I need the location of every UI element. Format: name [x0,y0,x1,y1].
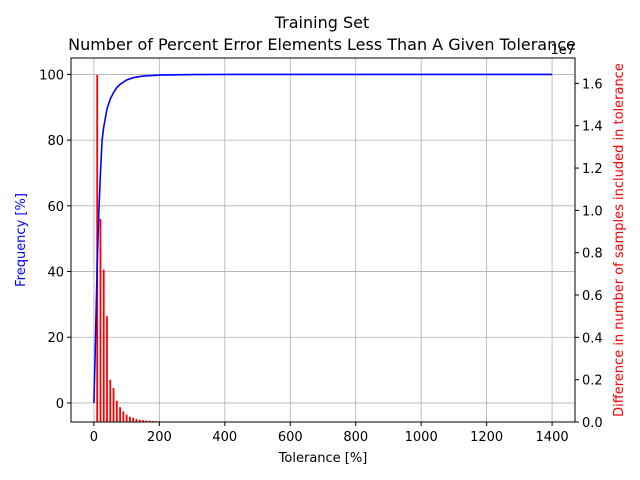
x-tick-label: 1400 [536,430,569,445]
bar [135,419,138,422]
bar [138,419,141,422]
bar [142,420,144,422]
bar [106,316,108,422]
bar [145,420,148,422]
bar [109,379,112,422]
x-axis-label: Tolerance [%] [278,451,368,466]
bar [129,416,131,422]
y-axis-label: Frequency [%] [14,193,29,287]
y-tick-label: 60 [47,200,64,215]
y-tick-label: 20 [47,331,64,346]
bar [148,420,151,422]
bar [115,400,118,422]
plot-frame [70,57,576,423]
y2-tick-label: 0.6 [582,289,603,304]
y2-tick-label: 1.6 [582,77,603,92]
bar-series [96,74,161,422]
y2-axis-ticks: 0.0 0.2 0.4 0.6 0.8 1.0 1.2 1.4 1.6 [575,77,603,431]
y-tick-label: 80 [47,134,64,149]
y2-offset-label: 1e7 [550,43,575,58]
y-tick-label: 0 [56,397,64,412]
y2-tick-label: 1.0 [582,204,603,219]
x-tick-label: 1200 [470,430,503,445]
x-tick-label: 600 [278,430,303,445]
bar [112,388,115,422]
bar [119,407,121,422]
y2-tick-label: 1.2 [582,162,603,177]
bar [122,411,125,422]
y2-tick-label: 1.4 [582,120,603,135]
bar [132,417,135,422]
y2-axis-label: Difference in number of samples included… [612,63,627,417]
x-tick-label: 200 [147,430,172,445]
y2-tick-label: 0.8 [582,247,603,262]
x-tick-label: 800 [343,430,368,445]
x-axis-ticks: 0 200 400 600 800 1000 1200 1400 [90,422,569,445]
x-tick-label: 0 [90,430,98,445]
bar [102,269,105,422]
y-tick-label: 100 [39,68,64,83]
y-tick-label: 40 [47,266,64,281]
grid [71,58,575,422]
y2-tick-label: 0.4 [582,331,603,346]
x-tick-label: 1000 [405,430,438,445]
frequency-line [93,73,553,403]
y-axis-ticks: 0 20 40 60 80 100 [39,68,71,412]
bar [99,218,102,422]
bar [125,414,128,422]
y2-tick-label: 0.2 [582,374,603,389]
chart-title: Training Set [274,13,370,32]
line-series [93,73,553,403]
x-tick-label: 400 [212,430,237,445]
bar [151,420,154,422]
y2-tick-label: 0.0 [582,416,603,431]
chart-subtitle: Number of Percent Error Elements Less Th… [68,35,576,54]
